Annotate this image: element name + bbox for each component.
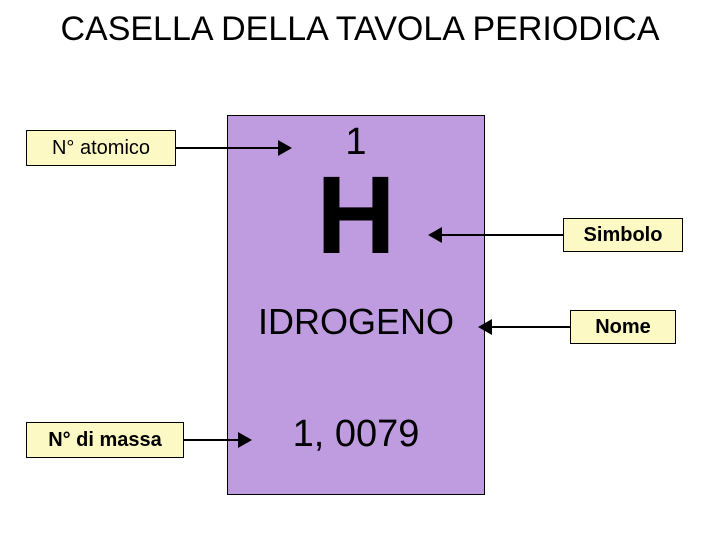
arrow-mass-number <box>164 420 272 460</box>
arrow-symbol <box>408 215 583 255</box>
arrow-atomic-number <box>156 128 312 168</box>
label-text: N° atomico <box>52 137 150 160</box>
label-mass-number: N° di massa <box>26 422 184 458</box>
arrow-name <box>458 307 590 347</box>
element-name: IDROGENO <box>228 301 484 343</box>
label-text: Nome <box>595 316 651 339</box>
label-atomic-number: N° atomico <box>26 130 176 166</box>
label-text: Simbolo <box>584 224 663 247</box>
page-title: CASELLA DELLA TAVOLA PERIODICA <box>0 10 720 49</box>
label-text: N° di massa <box>48 429 162 452</box>
